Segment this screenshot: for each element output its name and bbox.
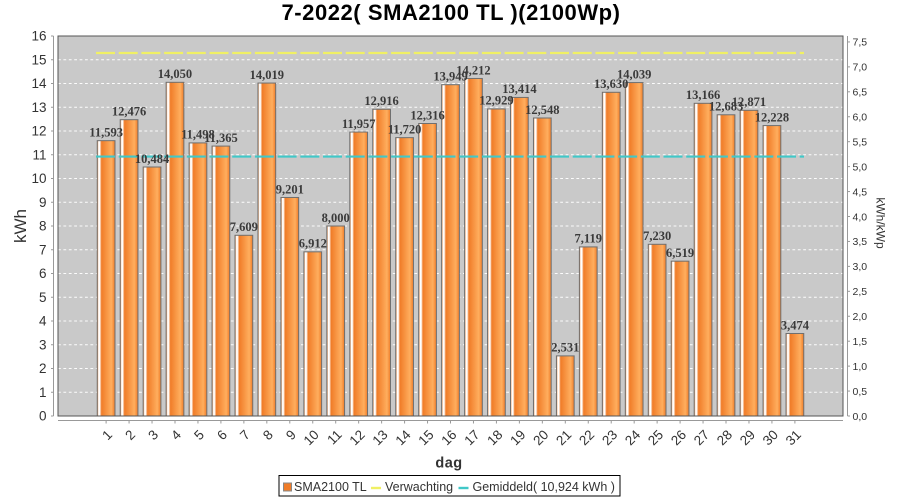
svg-text:7,609: 7,609 (230, 220, 258, 234)
svg-text:15: 15 (31, 52, 46, 67)
svg-text:8,000: 8,000 (322, 211, 350, 225)
svg-text:Verwachting: Verwachting (385, 480, 453, 494)
svg-text:13,630: 13,630 (594, 77, 628, 91)
svg-text:8: 8 (39, 219, 47, 234)
svg-text:7,5: 7,5 (853, 37, 868, 49)
svg-text:kWh/kWp: kWh/kWp (874, 197, 888, 249)
svg-text:Gemiddeld( 10,924 kWh ): Gemiddeld( 10,924 kWh ) (473, 480, 615, 494)
svg-text:6: 6 (39, 266, 47, 281)
svg-text:1,0: 1,0 (853, 361, 868, 373)
svg-text:6,0: 6,0 (853, 112, 868, 124)
svg-text:12,929: 12,929 (479, 94, 513, 108)
svg-text:5,5: 5,5 (853, 136, 868, 148)
svg-text:0,5: 0,5 (853, 386, 868, 398)
svg-text:11,720: 11,720 (388, 122, 422, 136)
svg-text:10,484: 10,484 (135, 152, 170, 166)
svg-text:12,316: 12,316 (410, 108, 444, 122)
svg-text:1: 1 (39, 385, 47, 400)
svg-text:7,230: 7,230 (643, 229, 671, 243)
svg-text:12,476: 12,476 (112, 104, 146, 118)
svg-text:12,548: 12,548 (525, 103, 559, 117)
svg-text:5: 5 (39, 290, 47, 305)
svg-text:4,5: 4,5 (853, 186, 868, 198)
svg-text:dag: dag (435, 456, 462, 472)
svg-text:11,365: 11,365 (204, 131, 238, 145)
svg-text:16: 16 (31, 29, 46, 44)
svg-text:2: 2 (39, 361, 47, 376)
svg-text:3,5: 3,5 (853, 236, 868, 248)
svg-text:3,474: 3,474 (781, 318, 810, 332)
svg-text:14,050: 14,050 (158, 67, 192, 81)
svg-text:12,683: 12,683 (709, 100, 743, 114)
svg-text:14,212: 14,212 (456, 63, 490, 77)
svg-text:4,0: 4,0 (853, 211, 868, 223)
svg-text:14,019: 14,019 (250, 68, 284, 82)
svg-text:kWh: kWh (11, 209, 30, 243)
svg-text:7,119: 7,119 (575, 232, 602, 246)
svg-text:11,957: 11,957 (342, 117, 376, 131)
svg-text:13,414: 13,414 (502, 82, 537, 96)
svg-text:11: 11 (32, 147, 46, 162)
svg-text:13,166: 13,166 (686, 88, 720, 102)
svg-text:11,593: 11,593 (89, 125, 123, 139)
svg-text:6,912: 6,912 (299, 237, 327, 251)
svg-text:2,0: 2,0 (853, 311, 868, 323)
svg-text:3,0: 3,0 (853, 261, 868, 273)
svg-text:13: 13 (31, 100, 46, 115)
svg-text:12,228: 12,228 (755, 110, 789, 124)
svg-text:3: 3 (39, 337, 47, 352)
svg-text:14: 14 (31, 76, 47, 91)
svg-text:7,0: 7,0 (853, 62, 868, 74)
svg-text:4: 4 (39, 314, 47, 329)
svg-text:12,871: 12,871 (732, 95, 766, 109)
svg-text:1,5: 1,5 (853, 336, 868, 348)
svg-text:14,039: 14,039 (617, 67, 651, 81)
svg-text:12: 12 (31, 124, 46, 139)
svg-text:SMA2100 TL: SMA2100 TL (294, 480, 367, 494)
svg-text:10: 10 (31, 171, 46, 186)
svg-text:0,0: 0,0 (853, 411, 868, 423)
svg-text:11,498: 11,498 (181, 128, 215, 142)
svg-text:9,201: 9,201 (276, 182, 304, 196)
svg-text:2,5: 2,5 (853, 286, 868, 298)
svg-text:13,949: 13,949 (433, 70, 467, 84)
svg-text:7-2022( SMA2100 TL )(2100Wp): 7-2022( SMA2100 TL )(2100Wp) (282, 0, 621, 25)
svg-text:12,916: 12,916 (364, 94, 398, 108)
svg-text:9: 9 (39, 195, 47, 210)
svg-text:6,5: 6,5 (853, 87, 868, 99)
svg-text:0: 0 (39, 409, 47, 424)
svg-text:6,519: 6,519 (666, 246, 694, 260)
svg-text:2,531: 2,531 (551, 341, 579, 355)
svg-text:5,0: 5,0 (853, 161, 868, 173)
svg-text:7: 7 (39, 242, 47, 257)
